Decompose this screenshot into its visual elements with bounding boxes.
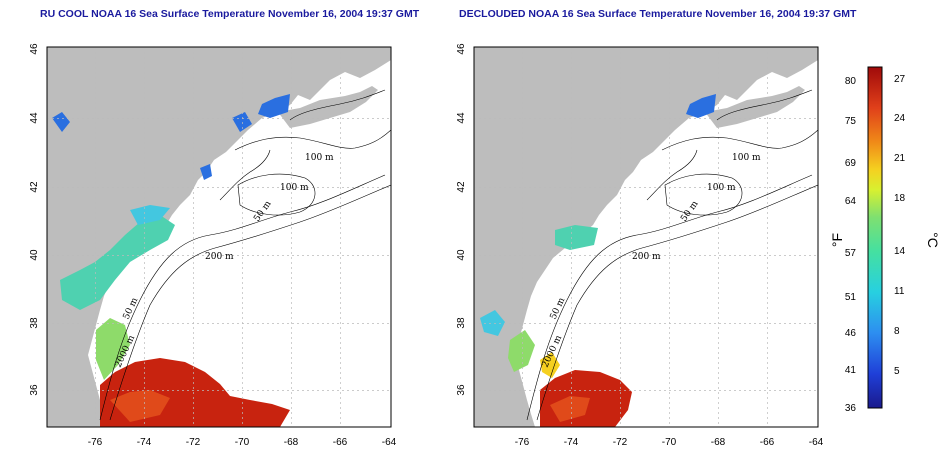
map-title-right: DECLOUDED NOAA 16 Sea Surface Temperatur… bbox=[459, 8, 857, 20]
x-tick: -68 bbox=[284, 437, 299, 448]
x-tick: -72 bbox=[186, 437, 201, 448]
x-axis-right: -76 -74 -72 -70 -68 -66 -64 bbox=[515, 437, 824, 448]
contour-label: 200 m bbox=[632, 252, 661, 262]
y-tick: 44 bbox=[456, 112, 467, 124]
x-tick: -74 bbox=[137, 437, 152, 448]
f-tick: 80 bbox=[845, 76, 857, 87]
y-tick: 40 bbox=[29, 249, 40, 261]
y-axis-right: 36 38 40 42 44 46 bbox=[456, 43, 467, 396]
map-title-left: RU COOL NOAA 16 Sea Surface Temperature … bbox=[40, 8, 420, 20]
x-tick: -66 bbox=[333, 437, 348, 448]
y-axis-left: 36 38 40 42 44 46 bbox=[29, 43, 40, 396]
fahrenheit-label: °F bbox=[829, 233, 845, 247]
contour-label: 100 m bbox=[280, 183, 309, 193]
x-tick: -76 bbox=[88, 437, 103, 448]
sst-cool-left bbox=[258, 94, 290, 118]
sst-cool-right bbox=[686, 94, 716, 118]
y-tick: 44 bbox=[29, 112, 40, 124]
fahrenheit-ticks: 80 75 69 64 57 51 46 41 36 bbox=[845, 76, 857, 414]
land-left bbox=[47, 47, 391, 427]
y-tick: 46 bbox=[456, 43, 467, 55]
c-tick: 5 bbox=[894, 366, 900, 377]
y-tick: 40 bbox=[456, 249, 467, 261]
celsius-label: °C bbox=[925, 232, 941, 248]
x-tick: -64 bbox=[382, 437, 397, 448]
f-tick: 41 bbox=[845, 365, 857, 376]
c-tick: 8 bbox=[894, 326, 900, 337]
map-right: 100 m 100 m 50 m 200 m 50 m 2000 m -76 -… bbox=[456, 43, 824, 448]
y-tick: 36 bbox=[29, 384, 40, 396]
c-tick: 18 bbox=[894, 193, 906, 204]
y-tick: 42 bbox=[29, 181, 40, 193]
land-right bbox=[474, 47, 818, 427]
y-tick: 46 bbox=[29, 43, 40, 55]
c-tick: 11 bbox=[894, 286, 905, 297]
x-tick: -68 bbox=[711, 437, 726, 448]
y-tick: 38 bbox=[29, 317, 40, 329]
f-tick: 46 bbox=[845, 328, 857, 339]
x-tick: -64 bbox=[809, 437, 824, 448]
x-tick: -72 bbox=[613, 437, 628, 448]
c-tick: 14 bbox=[894, 246, 906, 257]
x-tick: -70 bbox=[662, 437, 677, 448]
f-tick: 69 bbox=[845, 158, 857, 169]
f-tick: 51 bbox=[845, 292, 857, 303]
x-tick: -76 bbox=[515, 437, 530, 448]
contour-label: 100 m bbox=[707, 183, 736, 193]
c-tick: 21 bbox=[894, 153, 906, 164]
f-tick: 75 bbox=[845, 116, 857, 127]
x-tick: -66 bbox=[760, 437, 775, 448]
contour-label: 200 m bbox=[205, 252, 234, 262]
f-tick: 57 bbox=[845, 248, 857, 259]
contour-label: 100 m bbox=[732, 153, 761, 163]
colorbar: 80 75 69 64 57 51 46 41 36 27 24 21 18 1… bbox=[829, 66, 941, 414]
c-tick: 27 bbox=[894, 74, 906, 85]
y-tick: 42 bbox=[456, 181, 467, 193]
y-tick: 38 bbox=[456, 317, 467, 329]
map-left: 100 m 100 m 50 m 200 m 50 m 2000 m -76 -… bbox=[29, 43, 397, 448]
c-tick: 24 bbox=[894, 113, 906, 124]
colorbar-gradient bbox=[867, 66, 883, 409]
y-tick: 36 bbox=[456, 384, 467, 396]
f-tick: 64 bbox=[845, 196, 857, 207]
f-tick: 36 bbox=[845, 403, 857, 414]
x-tick: -70 bbox=[235, 437, 250, 448]
contour-label: 100 m bbox=[305, 153, 334, 163]
x-axis-left: -76 -74 -72 -70 -68 -66 -64 bbox=[88, 437, 397, 448]
celsius-ticks: 27 24 21 18 14 11 8 5 bbox=[894, 74, 906, 377]
x-tick: -74 bbox=[564, 437, 579, 448]
